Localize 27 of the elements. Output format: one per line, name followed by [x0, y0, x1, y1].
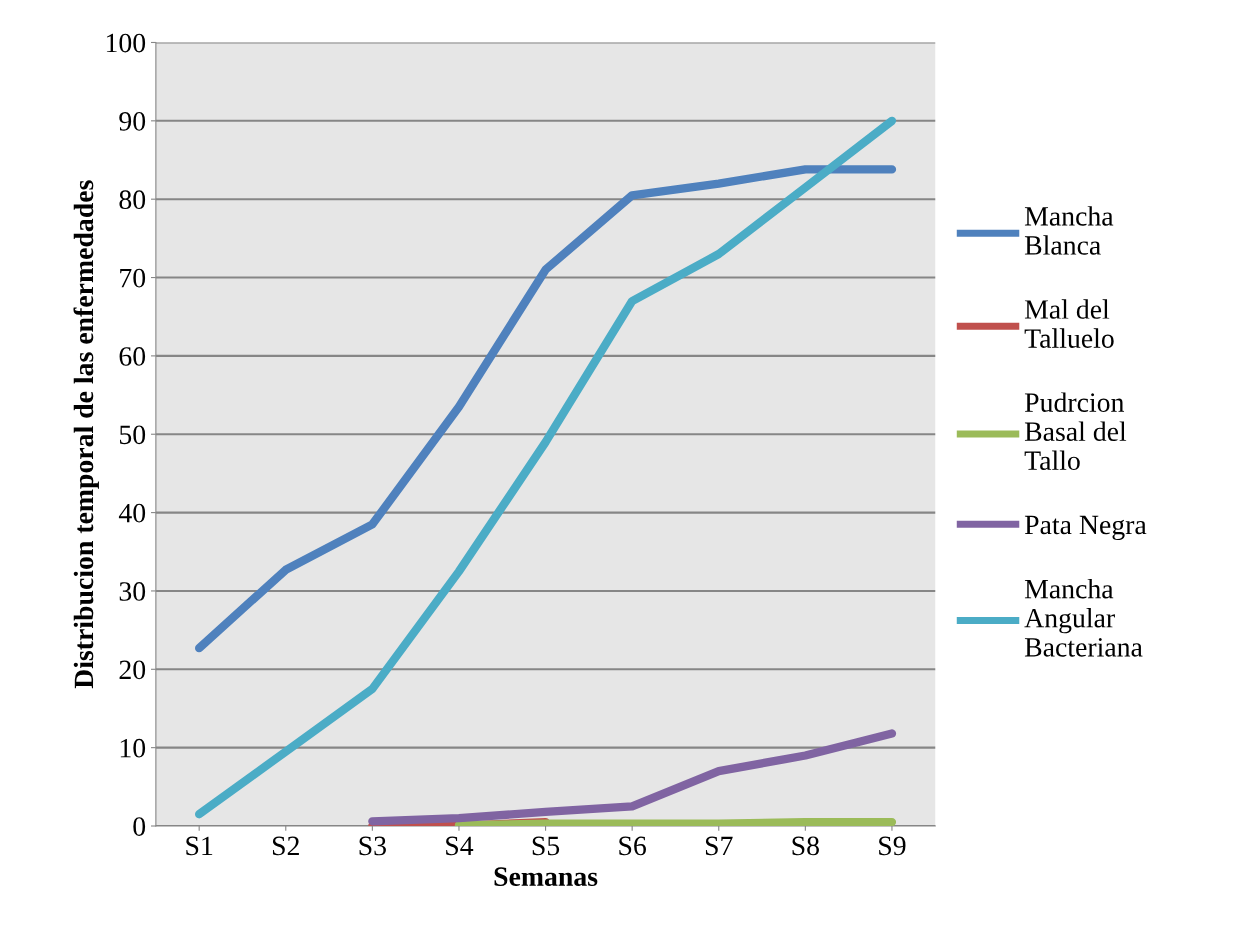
- y-tick-label: 40: [118, 503, 146, 523]
- y-tick-label: 10: [120, 738, 146, 758]
- y-axis-title: Distribucion temporal de las enfermedades: [73, 180, 99, 689]
- x-tick-label: S9: [879, 836, 906, 856]
- legend-label: Pata Negra: [1024, 515, 1147, 541]
- x-tick-label: S3: [359, 836, 386, 856]
- legend-label: Pudrcion Basal del Tallo: [1024, 392, 1127, 471]
- x-axis-title: Semanas: [494, 867, 598, 887]
- legend-label: Mancha Angular Bacteriana: [1024, 578, 1143, 657]
- y-tick-label: 60: [119, 347, 146, 366]
- x-tick-label: S2: [272, 836, 299, 856]
- x-tick-label: S5: [532, 836, 560, 856]
- legend-label: Mal del Talluelo: [1024, 299, 1114, 348]
- y-tick-label: 80: [119, 190, 146, 210]
- legend-label: Mancha Blanca: [1024, 206, 1114, 255]
- x-tick-label: S1: [186, 836, 213, 856]
- y-tick-label: 70: [120, 268, 146, 288]
- x-tick-label: S4: [446, 836, 474, 856]
- y-tick-label: 30: [119, 582, 146, 601]
- y-tick-label: 20: [119, 660, 146, 680]
- x-tick-label: S7: [705, 836, 733, 856]
- y-tick-label: 100: [106, 33, 146, 53]
- y-tick-label: 0: [133, 817, 146, 836]
- x-tick-label: S6: [619, 836, 646, 856]
- y-tick-label: 50: [119, 425, 146, 445]
- x-tick-label: S8: [792, 836, 819, 856]
- y-tick-label: 90: [119, 112, 146, 131]
